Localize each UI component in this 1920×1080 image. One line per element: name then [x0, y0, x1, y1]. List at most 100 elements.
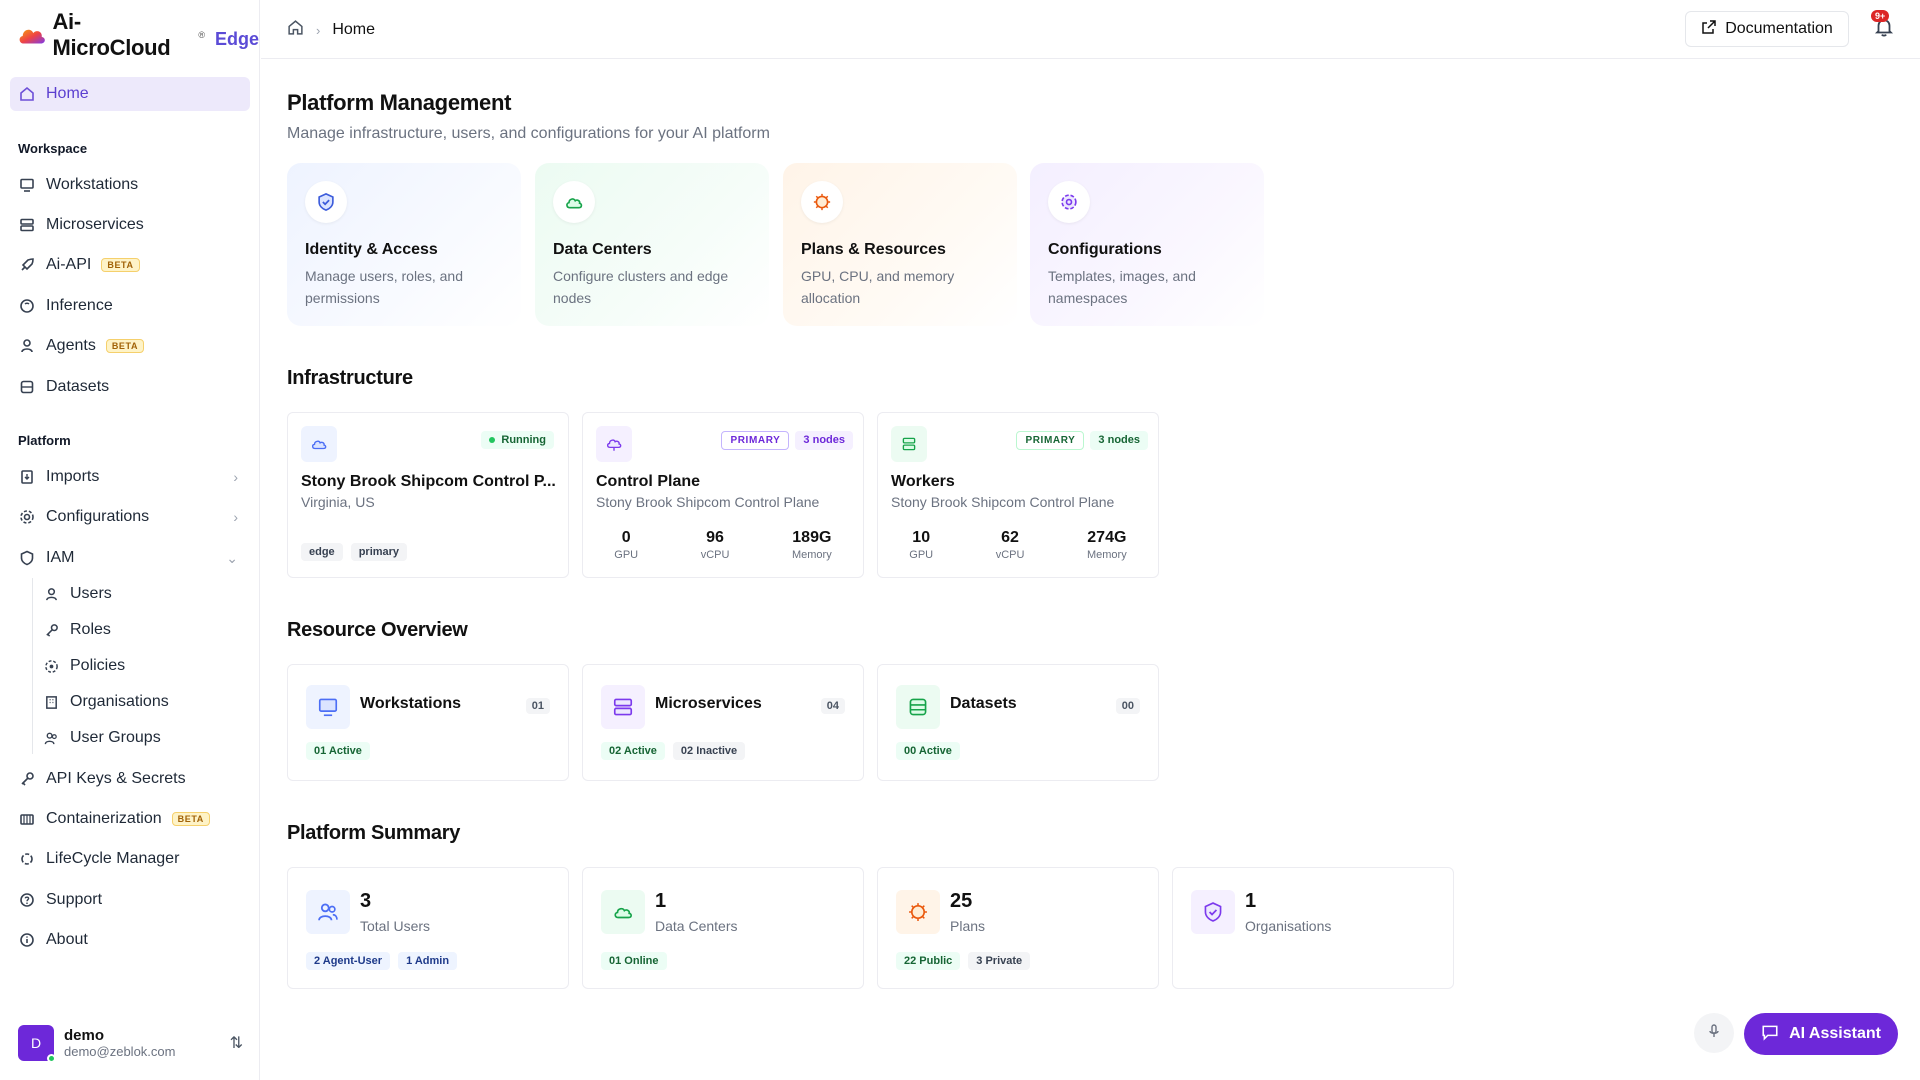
card-title: Identity & Access: [305, 241, 438, 258]
sidebar-item-user-groups[interactable]: User Groups: [34, 721, 250, 755]
sidebar-item-label: Support: [46, 891, 103, 908]
workers-name: Workers: [891, 473, 955, 490]
card-title: Plans & Resources: [801, 241, 946, 258]
sidebar-item-api-keys[interactable]: API Keys & Secrets: [10, 762, 250, 796]
sidebar-item-containerization[interactable]: Containerization BETA: [10, 802, 250, 836]
user-menu[interactable]: D demo demo@zeblok.com ⇅: [18, 1025, 243, 1063]
external-link-icon: [1701, 19, 1717, 40]
ai-assistant-button[interactable]: AI Assistant: [1744, 1013, 1898, 1055]
sidebar-item-label: API Keys & Secrets: [46, 770, 186, 787]
control-plane-parent: Stony Brook Shipcom Control Plane: [596, 494, 820, 510]
card-description: Templates, images, and namespaces: [1048, 268, 1196, 306]
platform-summary-title: Platform Summary: [287, 822, 461, 844]
lifecycle-icon: [18, 850, 36, 868]
chevron-right-icon: ›: [233, 469, 238, 485]
stat-value: 274G: [1087, 529, 1127, 546]
configurations-card[interactable]: Configurations Templates, images, and na…: [1030, 163, 1264, 326]
database-icon: [18, 378, 36, 396]
microphone-icon: [1706, 1023, 1722, 1044]
sidebar-item-agents[interactable]: Agents BETA: [10, 329, 250, 363]
sidebar-item-lifecycle-manager[interactable]: LifeCycle Manager: [10, 842, 250, 876]
summary-label: Plans: [950, 918, 986, 934]
summary-label: Organisations: [1245, 918, 1332, 934]
sidebar-item-home[interactable]: Home: [10, 77, 250, 111]
gear-icon: [18, 508, 36, 526]
stat-vcpu: 96 vCPU: [701, 529, 730, 561]
data-centers-card[interactable]: Data Centers Configure clusters and edge…: [535, 163, 769, 326]
sidebar: Ai-MicroCloud ® Edge Home Workspace Works…: [0, 0, 260, 1080]
help-icon: [18, 891, 36, 909]
sidebar-item-label: Ai-API: [46, 256, 92, 273]
summary-total-users-card[interactable]: 3 Total Users 2 Agent-User 1 Admin: [287, 867, 569, 989]
brain-icon: [596, 426, 632, 462]
stat-memory: 274G Memory: [1087, 529, 1127, 561]
summary-value: 1: [1245, 890, 1257, 912]
import-icon: [18, 468, 36, 486]
ai-assistant-label: AI Assistant: [1789, 1025, 1881, 1042]
datasets-resource-card[interactable]: Datasets 00 00 Active: [877, 664, 1159, 781]
sidebar-item-policies[interactable]: Policies: [34, 649, 250, 683]
sidebar-item-datasets[interactable]: Datasets: [10, 370, 250, 404]
user-email: demo@zeblok.com: [64, 1044, 176, 1059]
workers-card[interactable]: PRIMARY 3 nodes Workers Stony Brook Ship…: [877, 412, 1159, 578]
user-name: demo: [64, 1027, 105, 1044]
sidebar-item-microservices[interactable]: Microservices: [10, 208, 250, 242]
admin-tag: 1 Admin: [398, 952, 458, 970]
microservices-resource-card[interactable]: Microservices 04 02 Active 02 Inactive: [582, 664, 864, 781]
stat-label: Memory: [791, 549, 832, 561]
status-dot: [489, 437, 496, 444]
sidebar-item-label: Policies: [70, 657, 126, 674]
microphone-button[interactable]: [1694, 1013, 1734, 1053]
sidebar-item-iam[interactable]: IAM ⌄: [10, 541, 250, 575]
cloud-logo-icon: [19, 29, 45, 44]
summary-data-centers-card[interactable]: 1 Data Centers 01 Online: [582, 867, 864, 989]
platform-section-title: Platform: [18, 433, 71, 448]
stat-value: 62: [1001, 529, 1019, 546]
iam-tree-line: [32, 578, 33, 754]
home-icon[interactable]: [287, 19, 304, 41]
monitor-icon: [18, 176, 36, 194]
status-label: Running: [501, 434, 546, 446]
tag-edge: edge: [301, 543, 343, 561]
sidebar-item-inference[interactable]: Inference: [10, 289, 250, 323]
sidebar-item-label: Containerization: [46, 810, 162, 827]
role-badge: PRIMARY: [1016, 431, 1085, 450]
trademark-sign: ®: [198, 30, 205, 40]
identity-access-card[interactable]: Identity & Access Manage users, roles, a…: [287, 163, 521, 326]
sidebar-item-label: Microservices: [46, 216, 144, 233]
agent-icon: [18, 337, 36, 355]
sidebar-item-label: IAM: [46, 549, 75, 566]
sidebar-item-label: Roles: [70, 621, 111, 638]
policy-icon: [42, 657, 60, 675]
chat-icon: [1761, 1023, 1779, 1046]
infrastructure-title: Infrastructure: [287, 367, 413, 389]
sidebar-item-about[interactable]: About: [10, 923, 250, 957]
stat-label: GPU: [614, 549, 639, 561]
card-title: Configurations: [1048, 241, 1162, 258]
workstations-resource-card[interactable]: Workstations 01 01 Active: [287, 664, 569, 781]
resource-count: 00: [1115, 698, 1140, 714]
datacenter-card[interactable]: Running Stony Brook Shipcom Control P...…: [287, 412, 569, 578]
summary-organisations-card[interactable]: 1 Organisations: [1172, 867, 1454, 989]
sidebar-item-users[interactable]: Users: [34, 577, 250, 611]
control-plane-card[interactable]: PRIMARY 3 nodes Control Plane Stony Broo…: [582, 412, 864, 578]
sort-toggle-icon[interactable]: ⇅: [229, 1035, 243, 1052]
sidebar-item-roles[interactable]: Roles: [34, 613, 250, 647]
stat-gpu: 10 GPU: [909, 529, 933, 561]
brand-logo[interactable]: Ai-MicroCloud ® Edge: [18, 9, 259, 60]
documentation-button[interactable]: Documentation: [1685, 11, 1849, 47]
sidebar-item-ai-api[interactable]: Ai-API BETA: [10, 248, 250, 282]
card-title: Data Centers: [553, 241, 652, 258]
workspace-section-title: Workspace: [18, 141, 88, 156]
summary-plans-card[interactable]: 25 Plans 22 Public 3 Private: [877, 867, 1159, 989]
sidebar-item-workstations[interactable]: Workstations: [10, 168, 250, 202]
sidebar-item-organisations[interactable]: Organisations: [34, 685, 250, 719]
sidebar-item-label: Inference: [46, 297, 113, 314]
plans-resources-card[interactable]: Plans & Resources GPU, CPU, and memory a…: [783, 163, 1017, 326]
brain-icon: [18, 297, 36, 315]
sidebar-item-support[interactable]: Support: [10, 883, 250, 917]
sidebar-item-label: LifeCycle Manager: [46, 850, 180, 867]
sidebar-item-imports[interactable]: Imports ›: [10, 460, 250, 494]
datacenter-name: Stony Brook Shipcom Control P...: [301, 473, 556, 490]
sidebar-item-configurations[interactable]: Configurations ›: [10, 500, 250, 534]
